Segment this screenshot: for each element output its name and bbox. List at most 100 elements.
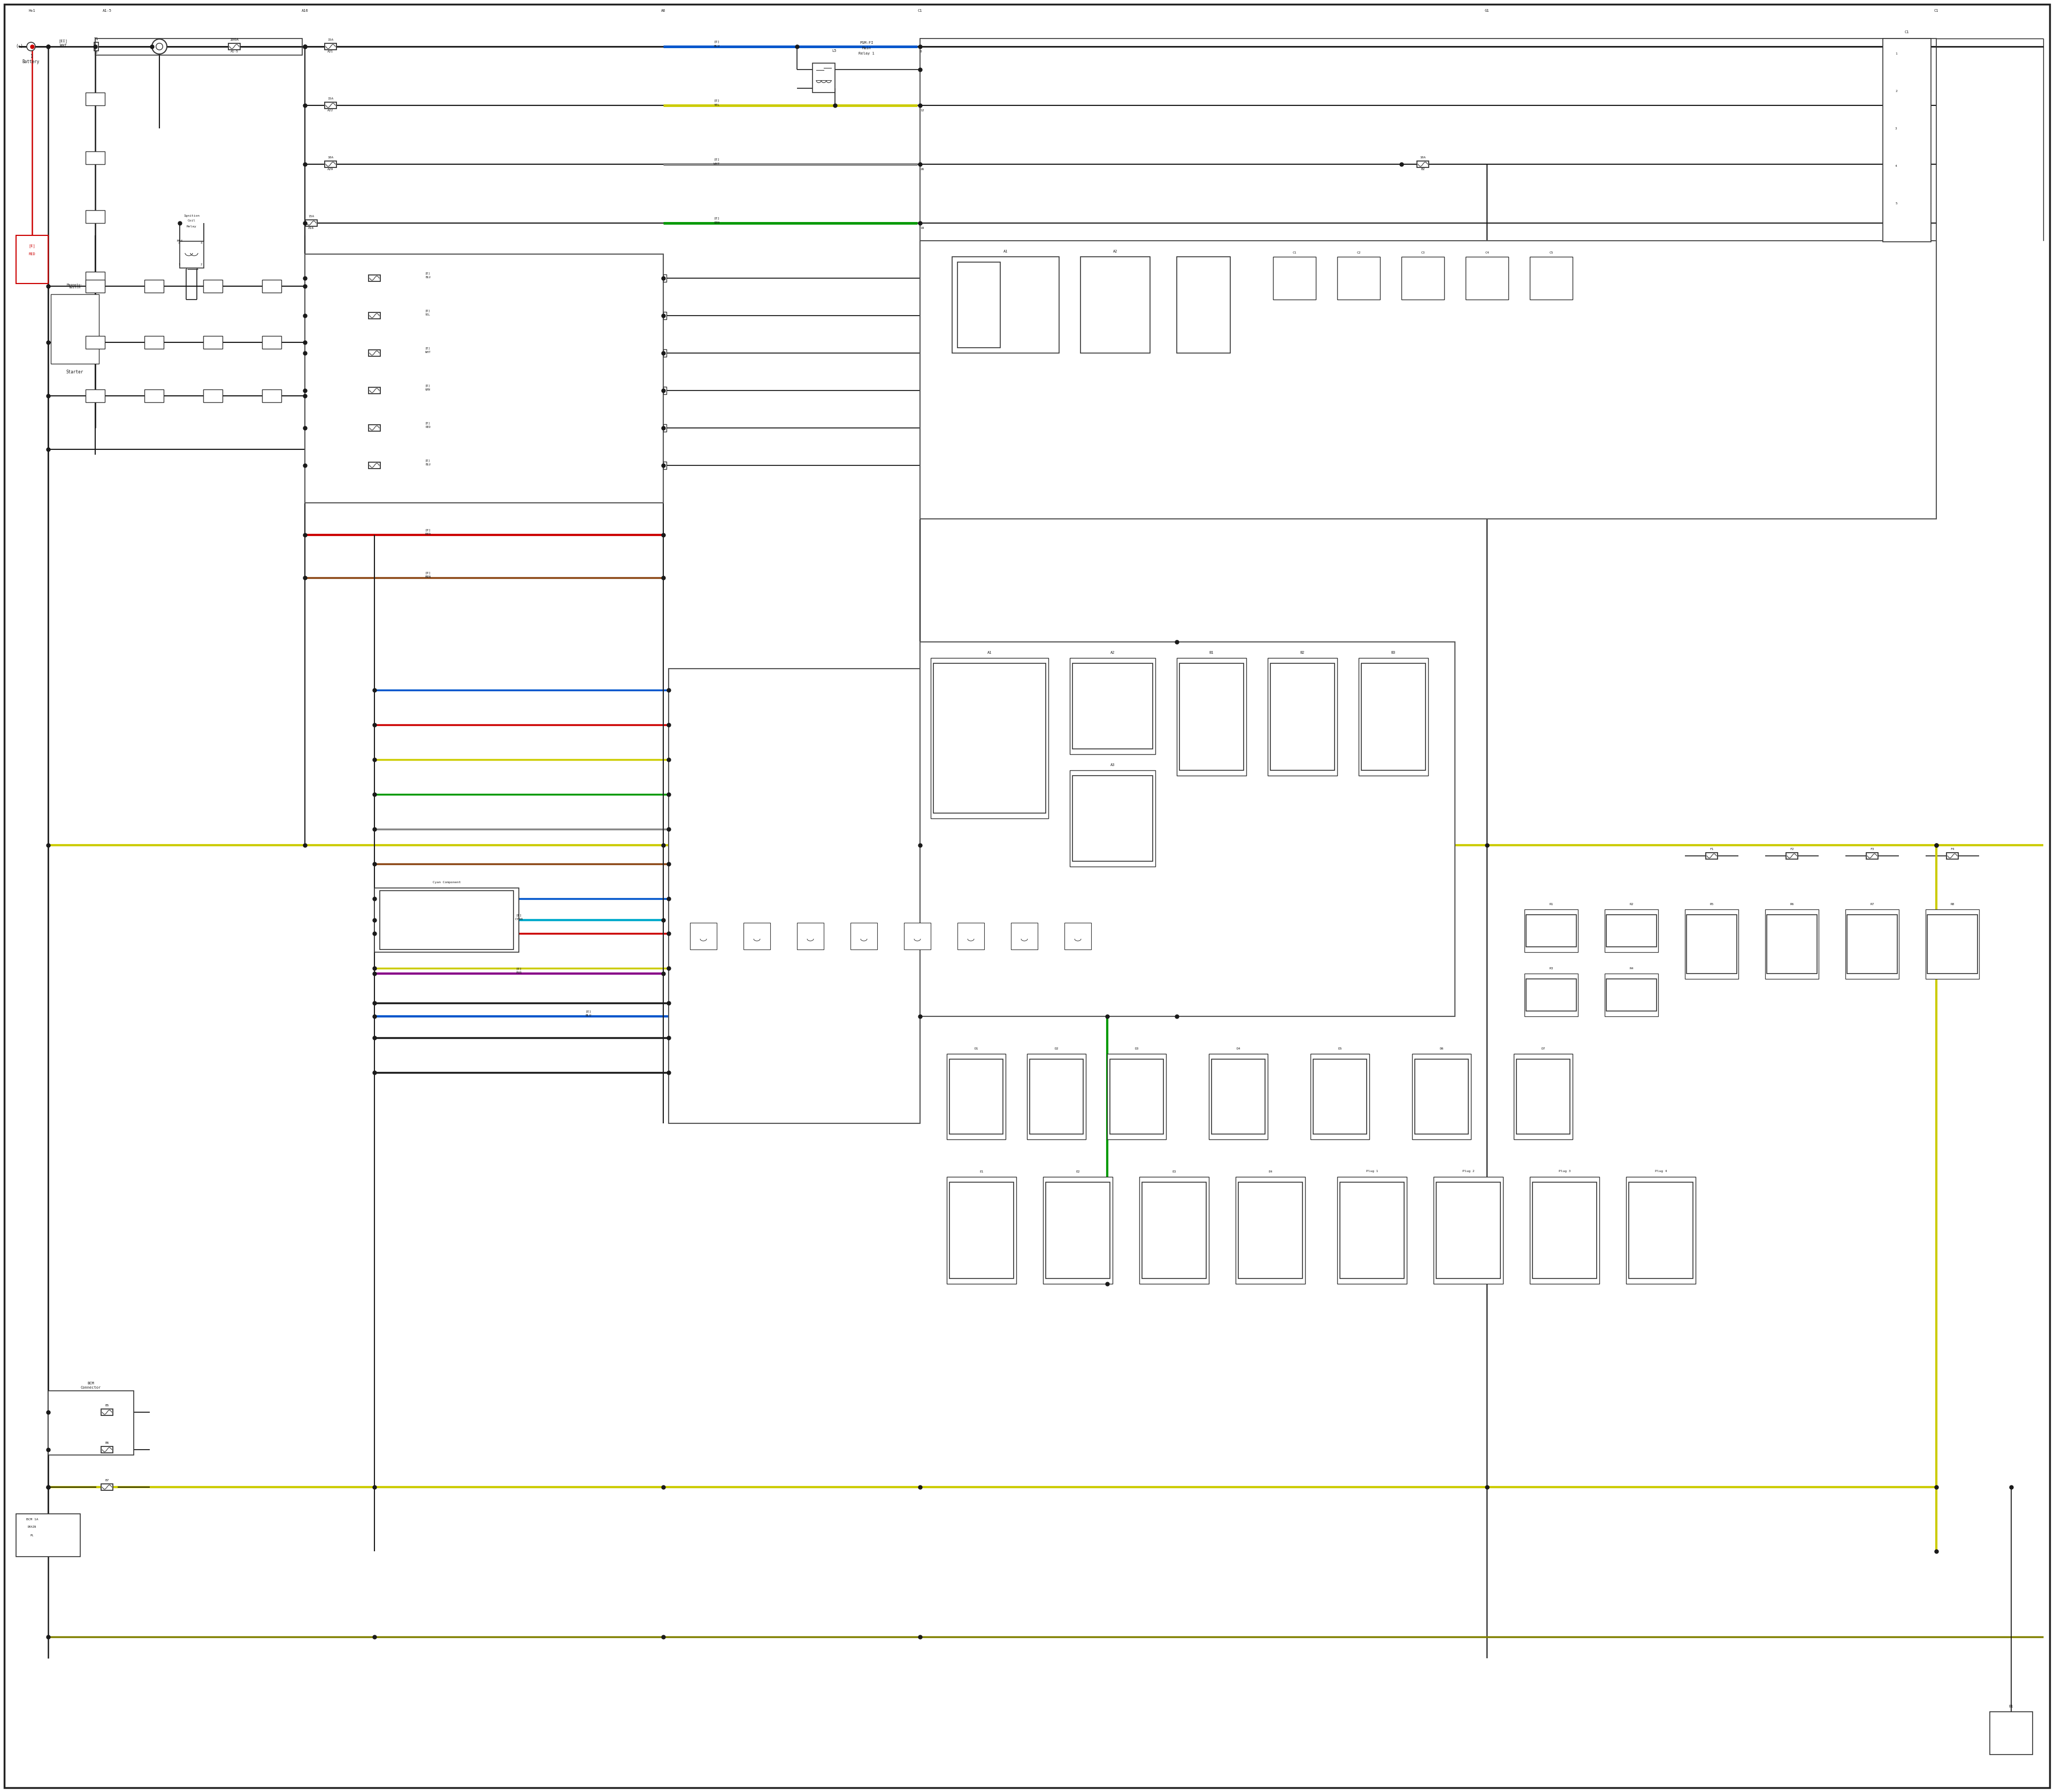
Bar [1415, 1059, 1469, 1134]
Bar [94, 38, 302, 56]
Bar [1142, 1183, 1206, 1278]
Circle shape [152, 39, 166, 54]
Bar [663, 387, 665, 394]
Bar [744, 923, 770, 950]
Bar [1516, 1059, 1569, 1134]
Bar [1867, 853, 1877, 858]
Bar [1267, 658, 1337, 776]
Bar [933, 663, 1045, 814]
Bar [920, 38, 1937, 240]
Text: R7: R7 [1869, 903, 1873, 905]
Bar [1847, 914, 1898, 973]
Bar [1362, 663, 1425, 771]
Text: WHT: WHT [713, 163, 719, 165]
Text: L5: L5 [832, 48, 836, 52]
Text: B2: B2 [1421, 168, 1425, 170]
Bar [1011, 923, 1037, 950]
Bar [1766, 914, 1818, 973]
Bar [920, 240, 1937, 520]
Text: C5: C5 [1549, 251, 1553, 254]
Circle shape [27, 43, 35, 50]
Bar [1684, 909, 1738, 978]
Text: BLU: BLU [713, 45, 719, 47]
Bar [86, 272, 105, 285]
Bar [1884, 38, 1931, 242]
Bar [1273, 256, 1317, 299]
Bar [263, 280, 281, 292]
Bar [86, 93, 105, 106]
Bar [1524, 973, 1577, 1016]
Text: PUR: PUR [516, 971, 522, 975]
Text: A2: A2 [1111, 650, 1115, 654]
Text: F4: F4 [1951, 848, 1953, 851]
Text: D3: D3 [1134, 1047, 1138, 1050]
Bar [1705, 853, 1717, 858]
Text: [EI]: [EI] [60, 39, 68, 43]
Bar [1313, 1059, 1366, 1134]
Text: Relay 1: Relay 1 [859, 52, 875, 56]
Bar [1029, 1059, 1082, 1134]
Text: H+1: H+1 [29, 9, 35, 13]
Text: R6: R6 [1789, 903, 1793, 905]
Text: Coil: Coil [187, 220, 195, 222]
Text: A1: A1 [988, 650, 992, 654]
Text: D5: D5 [1337, 1047, 1341, 1050]
Text: [E]: [E] [425, 529, 431, 532]
Bar [203, 389, 222, 401]
Text: BRN: BRN [425, 575, 431, 579]
Text: D4: D4 [1237, 1047, 1241, 1050]
Bar [368, 462, 380, 468]
Text: C4: C4 [1485, 251, 1489, 254]
Bar [86, 280, 105, 292]
Text: D1: D1 [974, 1047, 978, 1050]
Text: A16: A16 [302, 9, 308, 13]
Text: A22: A22 [327, 109, 333, 113]
Text: F3: F3 [1869, 848, 1873, 851]
Bar [1045, 1183, 1109, 1278]
Bar [304, 254, 663, 504]
Bar [101, 1484, 113, 1491]
Text: WHT: WHT [60, 43, 66, 47]
Bar [263, 389, 281, 401]
Text: E2: E2 [1076, 1170, 1080, 1172]
Text: A1: A1 [1002, 249, 1009, 253]
Bar [1140, 1177, 1210, 1283]
Bar [663, 462, 665, 470]
Bar [1269, 663, 1335, 771]
Bar [203, 280, 222, 292]
Text: A1-5: A1-5 [230, 50, 238, 54]
Text: Relay: Relay [187, 226, 197, 228]
Text: E4: E4 [1269, 1170, 1271, 1172]
Text: GRN: GRN [713, 220, 719, 224]
Text: 26: 26 [920, 168, 924, 170]
Text: R1: R1 [1549, 903, 1553, 905]
Bar [86, 210, 105, 222]
Bar [1080, 256, 1150, 353]
Bar [86, 335, 105, 349]
Text: RED: RED [29, 253, 35, 256]
Bar [1526, 914, 1575, 946]
Bar [1530, 256, 1573, 299]
Text: C1: C1 [918, 9, 922, 13]
Bar [368, 349, 380, 357]
Text: [E]: [E] [425, 421, 431, 425]
Text: CYAN: CYAN [516, 918, 524, 921]
Text: B1: B1 [2009, 1704, 2013, 1708]
Bar [1627, 1177, 1697, 1283]
Text: B3: B3 [1391, 650, 1395, 654]
Bar [663, 312, 665, 319]
Text: YEL: YEL [425, 314, 431, 317]
Text: D2: D2 [1054, 1047, 1058, 1050]
Text: 10A: 10A [1419, 156, 1425, 159]
Text: E3: E3 [1173, 1170, 1177, 1172]
Text: Battery: Battery [23, 59, 39, 65]
Text: 15A: 15A [327, 38, 333, 41]
Text: [E]: [E] [425, 383, 431, 387]
Text: BLU: BLU [585, 1014, 592, 1018]
Text: F1: F1 [1709, 848, 1713, 851]
Bar [368, 425, 380, 432]
Text: [E]: [E] [585, 1011, 592, 1012]
Bar [1339, 1183, 1405, 1278]
Bar [947, 1177, 1017, 1283]
Text: RED: RED [425, 426, 431, 428]
